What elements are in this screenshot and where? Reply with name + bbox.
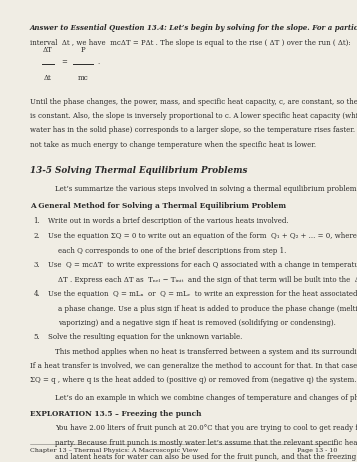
Text: not take as much energy to change temperature when the specific heat is lower.: not take as much energy to change temper…: [30, 141, 316, 149]
Text: 4.: 4.: [33, 290, 40, 298]
Text: 1.: 1.: [33, 217, 40, 225]
Text: mc: mc: [77, 74, 89, 82]
Text: a phase change. Use a plus sign if heat is added to produce the phase change (me: a phase change. Use a plus sign if heat …: [58, 305, 357, 313]
Text: If a heat transfer is involved, we can generalize the method to account for that: If a heat transfer is involved, we can g…: [30, 362, 357, 370]
Text: Let’s summarize the various steps involved in solving a thermal equilibrium prob: Let’s summarize the various steps involv…: [55, 185, 357, 193]
Text: =: =: [61, 58, 67, 66]
Text: You have 2.00 liters of fruit punch at 20.0°C that you are trying to cool to get: You have 2.00 liters of fruit punch at 2…: [55, 424, 357, 432]
Text: Let’s do an example in which we combine changes of temperature and changes of ph: Let’s do an example in which we combine …: [55, 394, 357, 402]
Text: Write out in words a brief description of the various heats involved.: Write out in words a brief description o…: [48, 217, 288, 225]
Text: Use the equation  Q = mLₙ  or  Q = mLᵥ  to write an expression for the heat asso: Use the equation Q = mLₙ or Q = mLᵥ to w…: [48, 290, 357, 298]
Text: each Q corresponds to one of the brief descriptions from step 1.: each Q corresponds to one of the brief d…: [58, 247, 286, 255]
Text: 5.: 5.: [33, 333, 40, 341]
Text: Answer to Essential Question 13.4: Let’s begin by solving for the slope. For a p: Answer to Essential Question 13.4: Let’s…: [30, 24, 357, 32]
Text: 2.: 2.: [33, 232, 40, 240]
Text: ΔT . Express each ΔT as  Tₙₑₗ − Tᵢₙᵢₜ  and the sign of that term will be built i: ΔT . Express each ΔT as Tₙₑₗ − Tᵢₙᵢₜ and…: [58, 276, 357, 284]
Text: EXPLORATION 13.5 – Freezing the punch: EXPLORATION 13.5 – Freezing the punch: [30, 410, 201, 418]
Text: Use  Q = mcΔT  to write expressions for each Q associated with a change in tempe: Use Q = mcΔT to write expressions for ea…: [48, 261, 357, 269]
Text: Δt: Δt: [44, 74, 52, 82]
Text: Page 13 - 10: Page 13 - 10: [297, 448, 337, 453]
Text: party. Because fruit punch is mostly water let’s assume that the relevant specif: party. Because fruit punch is mostly wat…: [55, 439, 357, 447]
Text: A General Method for Solving a Thermal Equilibrium Problem: A General Method for Solving a Thermal E…: [30, 202, 286, 210]
Text: is constant. Also, the slope is inversely proportional to c. A lower specific he: is constant. Also, the slope is inversel…: [30, 112, 357, 120]
Text: ΔT: ΔT: [43, 46, 53, 54]
Text: and latent heats for water can also be used for the fruit punch, and that the fr: and latent heats for water can also be u…: [55, 453, 357, 461]
Text: P: P: [81, 46, 85, 54]
Text: Chapter 13 – Thermal Physics: A Macroscopic View: Chapter 13 – Thermal Physics: A Macrosco…: [30, 448, 198, 453]
Text: water has in the solid phase) corresponds to a larger slope, so the temperature : water has in the solid phase) correspond…: [30, 126, 357, 134]
Text: 3.: 3.: [33, 261, 40, 269]
Text: vaporizing) and a negative sign if heat is removed (solidifying or condensing).: vaporizing) and a negative sign if heat …: [58, 319, 336, 327]
Text: 13-5 Solving Thermal Equilibrium Problems: 13-5 Solving Thermal Equilibrium Problem…: [30, 166, 247, 175]
Text: Use the equation ΣQ = 0 to write out an equation of the form  Q₁ + Q₂ + ... = 0,: Use the equation ΣQ = 0 to write out an …: [48, 232, 357, 240]
Text: Until the phase changes, the power, mass, and specific heat capacity, c, are con: Until the phase changes, the power, mass…: [30, 98, 357, 106]
Text: interval  Δt , we have  mcΔT = PΔt . The slope is equal to the rise ( ΔT ) over : interval Δt , we have mcΔT = PΔt . The s…: [30, 39, 351, 47]
Text: This method applies when no heat is transferred between a system and its surroun: This method applies when no heat is tran…: [55, 348, 357, 356]
Text: Solve the resulting equation for the unknown variable.: Solve the resulting equation for the unk…: [48, 333, 242, 341]
Text: ΣQ = q , where q is the heat added to (positive q) or removed from (negative q) : ΣQ = q , where q is the heat added to (p…: [30, 376, 357, 384]
Text: .: .: [97, 58, 99, 66]
